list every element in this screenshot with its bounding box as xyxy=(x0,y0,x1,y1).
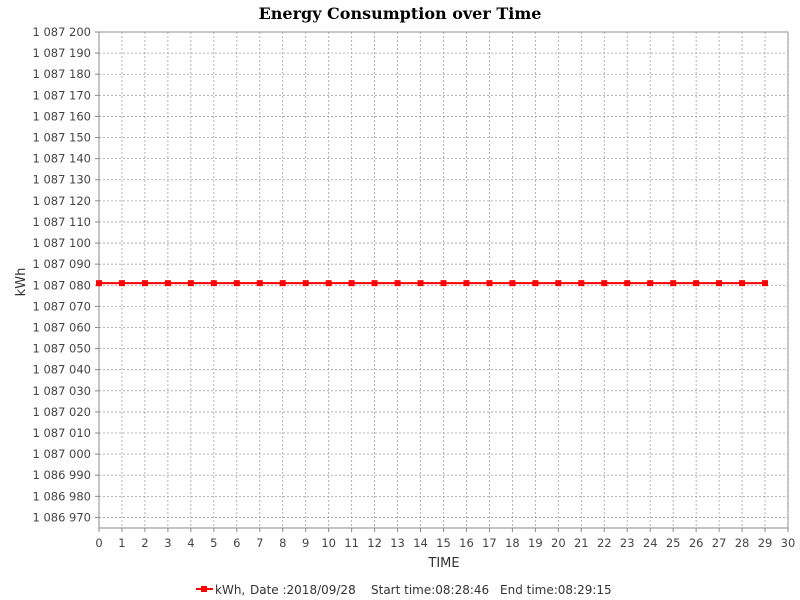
y-tick-label: 1 087 030 xyxy=(32,384,91,398)
data-point xyxy=(670,280,677,287)
x-tick-label: 25 xyxy=(666,536,681,550)
x-tick-label: 1 xyxy=(118,536,125,550)
data-point xyxy=(164,280,171,287)
data-point xyxy=(96,280,102,287)
x-tick-label: 0 xyxy=(95,536,102,550)
y-tick-label: 1 087 170 xyxy=(32,88,91,102)
y-tick-label: 1 087 120 xyxy=(32,194,91,208)
x-tick-label: 19 xyxy=(528,536,543,550)
x-tick-label: 2 xyxy=(141,536,148,550)
x-tick-label: 10 xyxy=(321,536,336,550)
y-tick-label: 1 087 110 xyxy=(32,215,91,229)
x-tick-label: 23 xyxy=(620,536,635,550)
x-tick-label: 7 xyxy=(256,536,263,550)
data-point xyxy=(325,280,332,287)
y-tick-label: 1 087 000 xyxy=(32,447,91,461)
y-tick-label: 1 086 980 xyxy=(32,489,91,503)
y-tick-label: 1 087 070 xyxy=(32,299,91,313)
data-point xyxy=(440,280,447,287)
x-tick-label: 14 xyxy=(413,536,428,550)
x-tick-label: 5 xyxy=(210,536,217,550)
x-tick-label: 9 xyxy=(302,536,309,550)
chart-title: Energy Consumption over Time xyxy=(259,4,542,23)
x-tick-label: 22 xyxy=(597,536,612,550)
data-point xyxy=(417,280,424,287)
data-point xyxy=(693,280,700,287)
data-point xyxy=(739,280,746,287)
x-tick-label: 13 xyxy=(390,536,405,550)
y-tick-label: 1 087 130 xyxy=(32,173,91,187)
data-point xyxy=(210,280,217,287)
data-point xyxy=(233,280,240,287)
x-tick-label: 18 xyxy=(505,536,520,550)
data-point xyxy=(762,280,769,287)
x-tick-label: 29 xyxy=(758,536,773,550)
x-tick-label: 27 xyxy=(712,536,727,550)
data-point xyxy=(118,280,125,287)
y-tick-label: 1 087 100 xyxy=(32,236,91,250)
data-point xyxy=(601,280,608,287)
data-point xyxy=(394,280,401,287)
data-point xyxy=(624,280,631,287)
data-point xyxy=(486,280,493,287)
data-point xyxy=(141,280,148,287)
data-point xyxy=(371,280,378,287)
data-point xyxy=(302,280,309,287)
y-tick-label: 1 087 150 xyxy=(32,131,91,145)
y-tick-label: 1 086 990 xyxy=(32,468,91,482)
y-tick-label: 1 087 190 xyxy=(32,46,91,60)
y-tick-label: 1 087 200 xyxy=(32,25,91,39)
legend: kWh, Date :2018/09/28 Start time:08:28:4… xyxy=(196,583,612,597)
y-tick-label: 1 087 080 xyxy=(32,278,91,292)
y-tick-label: 1 087 020 xyxy=(32,405,91,419)
x-axis-label: TIME xyxy=(427,556,459,571)
x-tick-label: 8 xyxy=(279,536,286,550)
x-tick-label: 17 xyxy=(482,536,497,550)
legend-date-text: Date :2018/09/28 xyxy=(250,583,356,597)
x-axis-ticks: 0 1 2 3 4 5 6 7 8 9 10 11 12 13 14 15 16 17 18 19 20 21 22 23 24… xyxy=(95,528,795,550)
y-tick-label: 1 087 010 xyxy=(32,426,91,440)
y-tick-label: 1 087 160 xyxy=(32,109,91,123)
x-tick-label: 4 xyxy=(187,536,194,550)
x-tick-label: 30 xyxy=(781,536,796,550)
x-tick-label: 3 xyxy=(164,536,171,550)
x-tick-label: 21 xyxy=(574,536,589,550)
x-tick-label: 12 xyxy=(367,536,382,550)
data-point xyxy=(555,280,562,287)
data-point xyxy=(532,280,539,287)
data-point xyxy=(509,280,516,287)
y-tick-label: 1 087 050 xyxy=(32,342,91,356)
y-axis-label: kWh xyxy=(14,268,29,297)
legend-series-label: kWh, xyxy=(215,583,245,597)
data-point xyxy=(348,280,355,287)
y-tick-label: 1 086 970 xyxy=(32,510,91,524)
y-tick-label: 1 087 040 xyxy=(32,363,91,377)
x-tick-label: 26 xyxy=(689,536,704,550)
data-point xyxy=(647,280,654,287)
x-tick-label: 20 xyxy=(551,536,566,550)
data-point xyxy=(279,280,286,287)
x-tick-label: 16 xyxy=(459,536,474,550)
data-point xyxy=(256,280,263,287)
y-axis-ticks: 1 086 970 1 086 980 1 086 990 1 087 000 1 08… xyxy=(32,25,99,524)
data-point xyxy=(578,280,585,287)
data-point xyxy=(463,280,470,287)
legend-start-time: Start time:08:28:46 xyxy=(371,583,489,597)
x-tick-label: 15 xyxy=(436,536,451,550)
y-tick-label: 1 087 180 xyxy=(32,67,91,81)
legend-marker-swatch xyxy=(201,586,207,592)
x-tick-label: 28 xyxy=(735,536,750,550)
y-tick-label: 1 087 140 xyxy=(32,152,91,166)
series-kwh xyxy=(96,280,769,287)
y-tick-label: 1 087 090 xyxy=(32,257,91,271)
legend-end-time: End time:08:29:15 xyxy=(500,583,612,597)
data-point xyxy=(187,280,194,287)
x-tick-label: 24 xyxy=(643,536,658,550)
y-tick-label: 1 087 060 xyxy=(32,320,91,334)
data-point xyxy=(716,280,723,287)
x-tick-label: 6 xyxy=(233,536,240,550)
x-tick-label: 11 xyxy=(344,536,359,550)
